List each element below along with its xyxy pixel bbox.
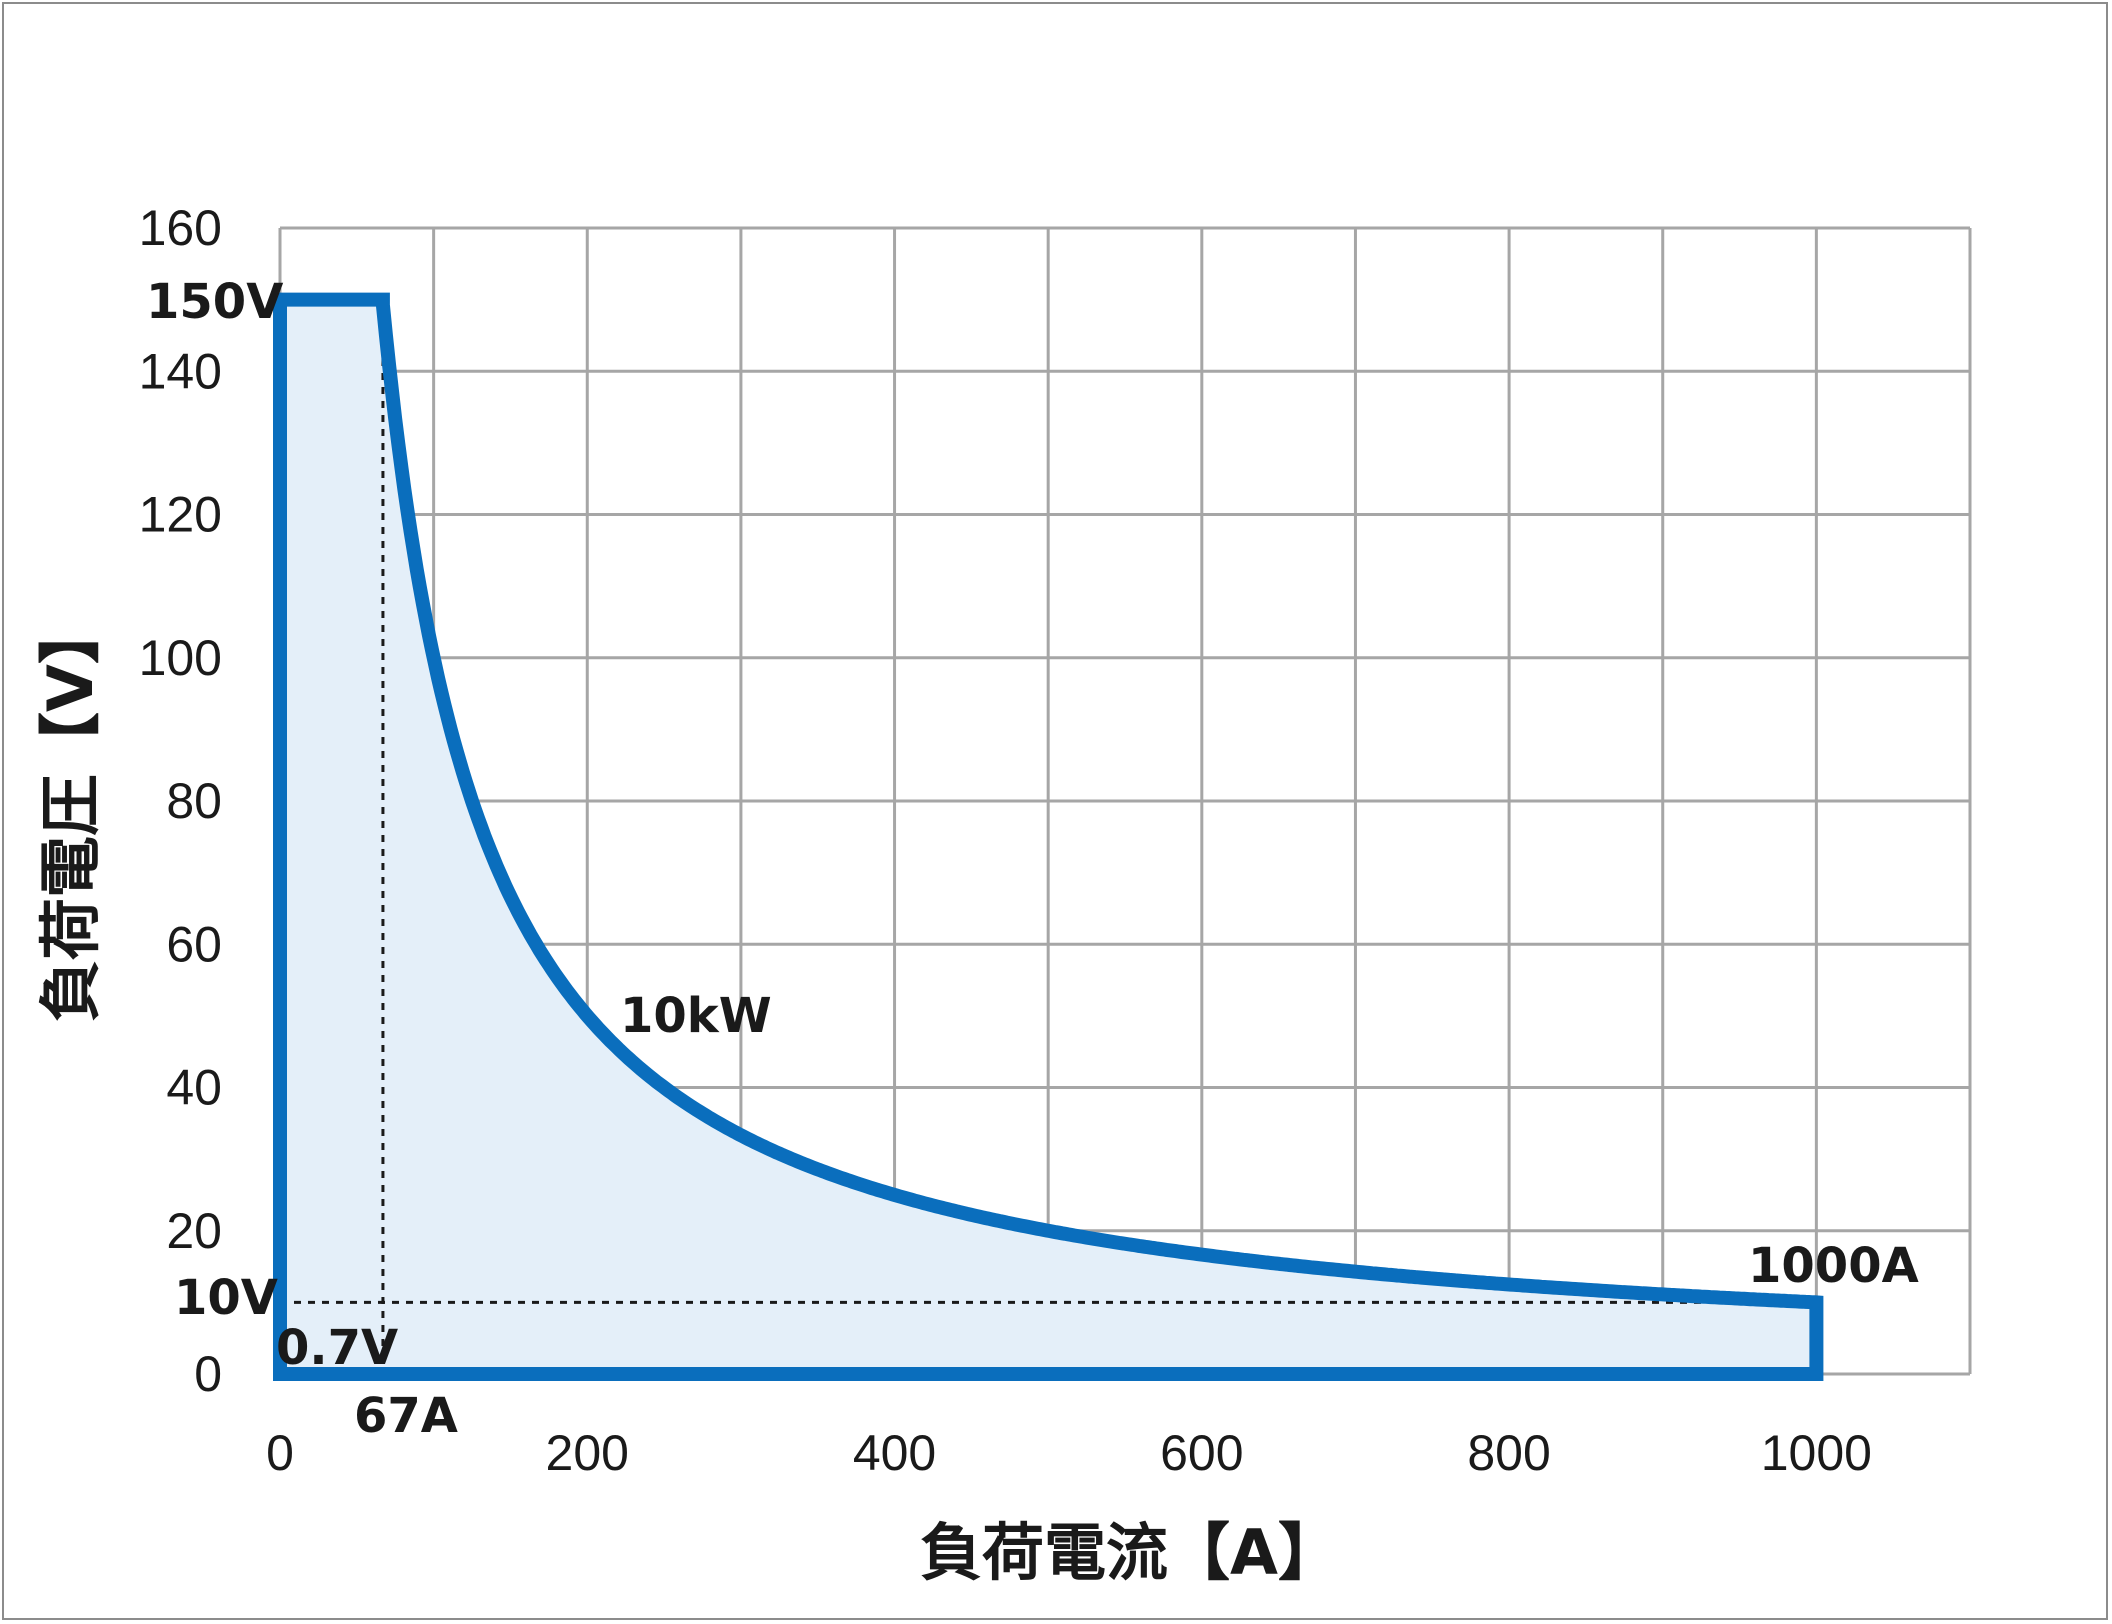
annotation-label: 1000A: [1748, 1238, 1919, 1294]
x-tick-label: 600: [1160, 1425, 1243, 1481]
guide-lines: [280, 299, 1817, 1374]
x-axis-title: 負荷電流【A】: [920, 1516, 1340, 1589]
annotation-label: 150V: [146, 274, 283, 330]
y-tick-label: 20: [166, 1203, 222, 1259]
y-tick-label: 120: [139, 487, 222, 543]
annotation-label: 10V: [174, 1270, 278, 1326]
y-tick-label: 160: [139, 200, 222, 256]
operating-limit-curve: [273, 292, 1824, 1381]
y-tick-label: 60: [166, 916, 222, 972]
annotation-label: 67A: [354, 1388, 458, 1444]
y-tick-label: 100: [139, 630, 222, 686]
x-tick-label: 200: [546, 1425, 629, 1481]
annotation-label: 0.7V: [276, 1320, 398, 1376]
operating-area-fill: [280, 299, 1817, 1375]
tick-labels: 0 20 40 60 80 100 120 140 160 0 200 400 600 800 1000: [139, 200, 1872, 1481]
x-tick-label: 800: [1467, 1425, 1550, 1481]
x-tick-label: 0: [266, 1425, 294, 1481]
x-tick-label: 1000: [1761, 1425, 1872, 1481]
y-tick-label: 0: [194, 1346, 222, 1402]
y-tick-label: 140: [139, 343, 222, 399]
y-tick-label: 40: [166, 1060, 222, 1116]
y-tick-label: 80: [166, 773, 222, 829]
x-tick-label: 400: [853, 1425, 936, 1481]
annotation-label: 10kW: [620, 988, 772, 1044]
y-axis-title: 負荷電圧【V】: [34, 602, 107, 1022]
